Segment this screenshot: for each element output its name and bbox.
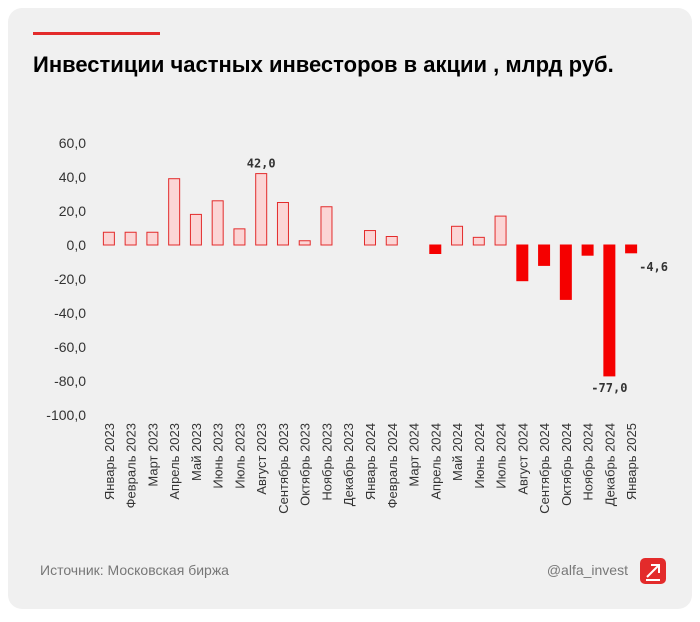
bar [625,244,638,254]
x-tick-label: Июль 2024 [494,423,509,489]
source: Источник: Московская биржа [40,562,229,578]
x-tick-label: Октябрь 2024 [559,423,574,506]
bar [146,231,159,246]
x-tick-label: Январь 2024 [363,423,378,500]
logo [640,558,666,584]
y-tick-label: -100,0 [46,407,86,423]
chart-title: Инвестиции частных инвесторов в акции , … [33,52,614,77]
value-label: -4,6 [639,260,668,274]
bar [385,236,398,246]
y-tick-label: 60,0 [59,135,86,151]
x-tick-label: Июнь 2023 [211,423,226,489]
bar [429,244,442,254]
x-tick-label: Август 2024 [515,423,530,495]
x-tick-label: Сентябрь 2024 [537,423,552,514]
x-tick-label: Октябрь 2023 [298,423,313,506]
bar [364,230,376,246]
x-tick-label: Сентябрь 2023 [276,423,291,514]
value-label: 42,0 [247,157,276,171]
y-tick-label: 0,0 [67,237,87,253]
bar [451,225,464,246]
y-tick-label: -80,0 [54,373,86,389]
bar [298,240,311,246]
x-tick-label: Декабрь 2024 [602,423,617,506]
x-tick-label: Август 2023 [254,423,269,495]
bar [472,236,485,246]
y-tick-label: -20,0 [54,271,86,287]
bar [581,244,594,256]
x-tick-label: Ноябрь 2024 [581,423,596,501]
bar [168,178,181,246]
bar [559,244,572,300]
y-tick-label: 20,0 [59,203,86,219]
handle: @alfa_invest [547,562,628,578]
bar [211,200,224,246]
bar [102,231,115,246]
y-tick-label: -40,0 [54,305,86,321]
x-tick-label: Июнь 2024 [472,423,487,489]
accent-line [33,32,160,35]
bar [124,231,137,246]
x-tick-label: Май 2023 [189,423,204,481]
x-tick-label: Январь 2025 [624,423,639,500]
x-tick-label: Март 2024 [407,423,422,487]
card [8,8,692,609]
x-tick-label: Март 2023 [145,423,160,487]
bar [189,213,202,246]
x-tick-label: Февраль 2024 [385,423,400,508]
x-tick-label: Май 2024 [450,423,465,481]
y-tick-label: -60,0 [54,339,86,355]
x-tick-label: Апрель 2023 [167,423,182,500]
bar [320,206,333,246]
x-tick-label: Февраль 2023 [124,423,139,508]
x-tick-label: Июль 2023 [232,423,247,489]
bar [276,202,289,246]
x-tick-label: Апрель 2024 [428,423,443,500]
bar [603,244,616,377]
bar [538,244,551,266]
x-tick-label: Январь 2023 [102,423,117,500]
x-tick-label: Декабрь 2023 [341,423,356,506]
bar [516,244,529,282]
bar [494,215,507,246]
x-tick-label: Ноябрь 2023 [319,423,334,501]
bar [255,173,268,246]
value-label: -77,0 [591,381,627,395]
y-tick-label: 40,0 [59,169,86,185]
bar [233,228,246,246]
